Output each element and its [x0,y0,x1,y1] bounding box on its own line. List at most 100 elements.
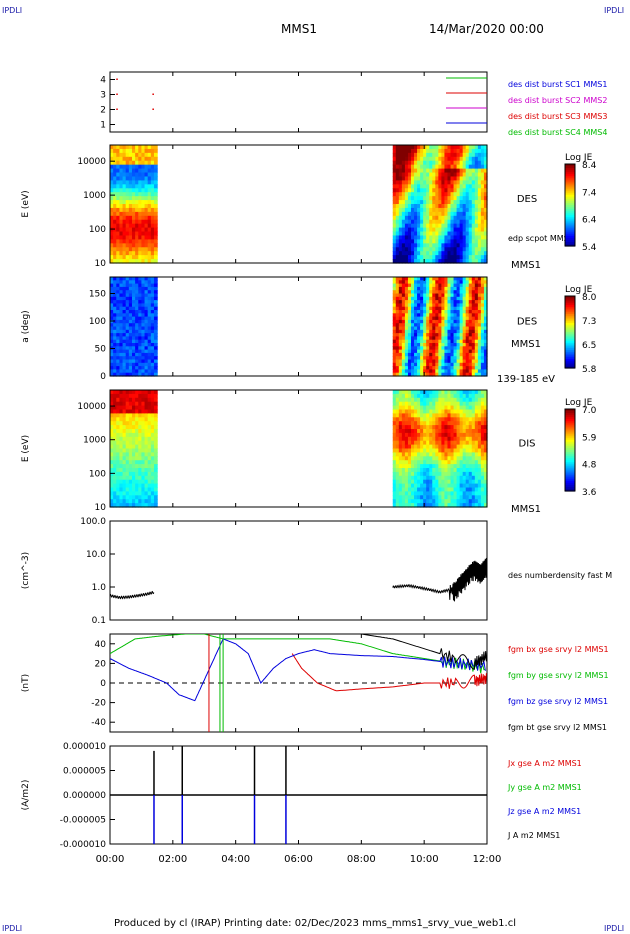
heatmap-cell [444,180,449,185]
heatmap-cell [131,464,136,469]
heatmap-cell [462,293,467,298]
heatmap-cell [113,362,117,367]
heatmap-cell [116,184,121,189]
heatmap-cell [113,421,117,426]
heatmap-cell [398,401,403,407]
heatmap-cell [468,196,473,201]
heatmap-cell [438,211,442,217]
heatmap-cell [462,362,467,367]
heatmap-cell [471,499,476,504]
heatmap-cell [128,235,133,240]
heatmap-cell [401,176,406,181]
heatmap-cell [144,452,149,457]
heatmap-cell [471,296,476,301]
heatmap-cell [438,405,442,411]
heatmap-cell [477,227,482,233]
heatmap-cell [483,219,488,225]
heatmap-cell [153,456,158,461]
heatmap-cell [122,349,127,354]
heatmap-cell [450,207,455,213]
heatmap-cell [116,200,121,205]
heatmap-cell [414,192,418,197]
heatmap-cell [447,409,452,414]
heatmap-cell [465,277,470,281]
heatmap-cell [462,204,467,209]
heatmap-cell [113,251,117,256]
heatmap-cell [432,372,436,377]
heatmap-cell [483,184,488,189]
heatmap-cell [113,397,117,403]
heatmap-cell [407,243,412,248]
heatmap-cell [450,452,455,457]
heatmap-cell [153,156,158,162]
heatmap-cell [483,196,488,201]
heatmap-cell [131,475,136,481]
heatmap-cell [116,417,121,422]
heatmap-cell [135,255,139,260]
heatmap-cell [477,436,482,442]
y-tick-label: -0.000005 [60,816,106,826]
heatmap-cell [474,452,479,457]
heatmap-cell [438,366,442,370]
heatmap-cell [150,286,155,291]
heatmap-cell [447,204,452,209]
heatmap-cell [453,196,458,201]
heatmap-cell [401,436,406,442]
heatmap-cell [456,196,461,201]
heatmap-cell [453,356,458,361]
heatmap-cell [432,223,436,229]
heatmap-cell [435,491,439,496]
heatmap-cell [414,401,418,407]
heatmap-cell [483,235,488,240]
heatmap-cell [480,319,485,324]
heatmap-cell [410,429,415,434]
heatmap-cell [417,429,421,434]
heatmap-cell [420,319,424,324]
heatmap-cell [410,436,415,442]
heatmap-cell [116,499,121,504]
heatmap-cell [144,409,149,414]
heatmap-cell [131,456,136,461]
heatmap-cell [471,356,476,361]
heatmap-cell [128,336,133,341]
heatmap-cell [441,231,446,237]
heatmap-cell [150,452,155,457]
heatmap-cell [414,329,418,334]
colorbar-segment [565,299,575,302]
heatmap-cell [401,326,406,331]
heatmap-cell [480,487,485,492]
heatmap-cell [150,401,155,407]
heatmap-cell [153,176,158,181]
colorbar-title: Log JE [565,153,593,163]
heatmap-cell [432,429,436,434]
heatmap-cell [417,409,421,414]
heatmap-cell [398,215,403,221]
colorbar-segment [565,355,575,358]
heatmap-cell [150,417,155,422]
heatmap-cell [420,243,424,248]
heatmap-cell [138,251,143,256]
heatmap-cell [462,172,467,178]
heatmap-cell [407,448,412,453]
heatmap-cell [150,479,155,485]
heatmap-cell [459,417,464,422]
heatmap-cell [420,440,424,446]
heatmap-cell [110,499,114,504]
heatmap-cell [435,300,439,304]
heatmap-cell [471,192,476,197]
heatmap-cell [144,223,149,229]
heatmap-cell [153,448,158,453]
heatmap-cell [438,448,442,453]
heatmap-cell [477,239,482,244]
heatmap-cell [125,180,130,185]
heatmap-cell [147,464,152,469]
heatmap-cell [459,369,464,374]
heatmap-cell [147,366,152,370]
heatmap-cell [410,495,415,500]
heatmap-cell [468,303,473,308]
heatmap-cell [116,247,121,252]
heatmap-cell [483,356,488,361]
heatmap-cell [438,413,442,418]
heatmap-cell [420,436,424,442]
heatmap-cell [447,336,452,341]
